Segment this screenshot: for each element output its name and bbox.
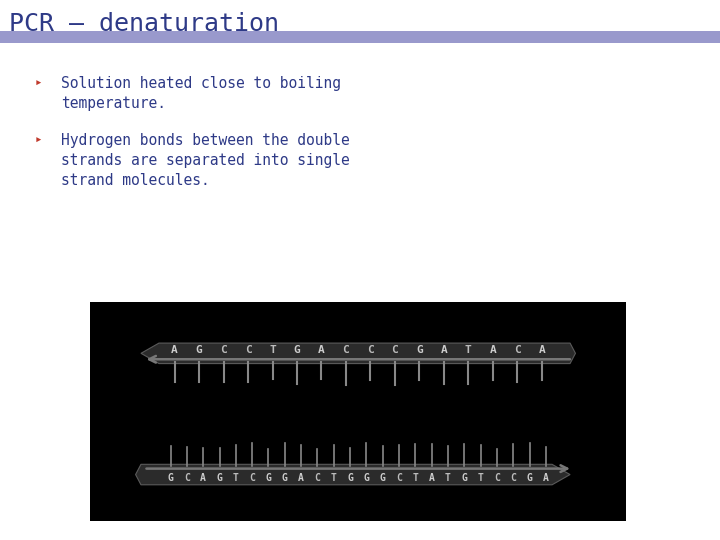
Text: temperature.: temperature. xyxy=(61,96,166,111)
Bar xyxy=(0,31,720,43)
Text: T: T xyxy=(233,474,239,483)
Text: C: C xyxy=(315,474,320,483)
Text: A: A xyxy=(543,474,549,483)
Text: A: A xyxy=(171,345,178,355)
Polygon shape xyxy=(135,464,570,485)
Text: ▸: ▸ xyxy=(35,134,42,147)
Text: C: C xyxy=(392,345,398,355)
Text: C: C xyxy=(494,474,500,483)
Text: G: G xyxy=(347,474,353,483)
Text: G: G xyxy=(266,474,271,483)
Text: G: G xyxy=(196,345,202,355)
Text: A: A xyxy=(441,345,447,355)
Text: G: G xyxy=(416,345,423,355)
Text: G: G xyxy=(217,474,222,483)
Text: C: C xyxy=(514,345,521,355)
Bar xyxy=(90,302,626,521)
Text: G: G xyxy=(526,474,533,483)
Text: G: G xyxy=(379,474,386,483)
Text: PCR – denaturation: PCR – denaturation xyxy=(9,12,279,36)
Text: C: C xyxy=(184,474,190,483)
Text: A: A xyxy=(428,474,435,483)
Text: C: C xyxy=(220,345,227,355)
Text: C: C xyxy=(367,345,374,355)
Text: strand molecules.: strand molecules. xyxy=(61,173,210,188)
Text: G: G xyxy=(294,345,300,355)
Text: A: A xyxy=(200,474,206,483)
Text: T: T xyxy=(330,474,337,483)
Text: T: T xyxy=(445,474,451,483)
Text: A: A xyxy=(539,345,545,355)
Text: G: G xyxy=(168,474,174,483)
Text: C: C xyxy=(396,474,402,483)
Text: C: C xyxy=(249,474,255,483)
Text: C: C xyxy=(343,345,349,355)
Text: A: A xyxy=(490,345,496,355)
Text: Solution heated close to boiling: Solution heated close to boiling xyxy=(61,76,341,91)
Text: T: T xyxy=(465,345,472,355)
Text: strands are separated into single: strands are separated into single xyxy=(61,153,350,168)
Text: C: C xyxy=(245,345,251,355)
Text: T: T xyxy=(413,474,418,483)
Text: A: A xyxy=(318,345,325,355)
Text: ▸: ▸ xyxy=(35,77,42,90)
Text: C: C xyxy=(510,474,516,483)
Text: Hydrogen bonds between the double: Hydrogen bonds between the double xyxy=(61,133,350,148)
Text: G: G xyxy=(282,474,288,483)
Text: T: T xyxy=(477,474,484,483)
Text: A: A xyxy=(298,474,304,483)
Text: G: G xyxy=(462,474,467,483)
Text: T: T xyxy=(269,345,276,355)
Polygon shape xyxy=(141,343,575,363)
Text: G: G xyxy=(364,474,369,483)
